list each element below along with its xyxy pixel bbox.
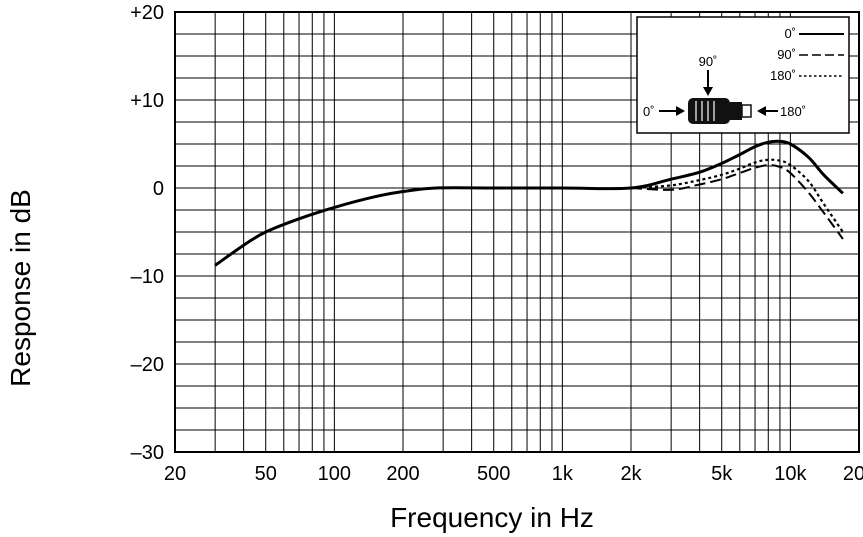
x-tick-label: 10k: [774, 463, 807, 485]
legend: 0˚ 90˚ 180˚ 90˚ 0˚ 180˚: [636, 16, 850, 134]
legend-box: [636, 16, 850, 134]
x-tick-label: 500: [477, 463, 510, 485]
y-tick-label: 0: [153, 178, 164, 200]
x-tick-label: 50: [255, 463, 277, 485]
y-tick-labels: +20 +10 0 –10 –20 –30: [130, 2, 164, 464]
legend-label-180: 180˚: [770, 68, 796, 83]
diagram-label-180: 180˚: [780, 104, 806, 119]
y-tick-label: –30: [131, 442, 164, 464]
x-tick-labels: 20 50 100 200 500 1k 2k 5k 10k 20k: [164, 463, 863, 485]
y-tick-label: +10: [130, 90, 164, 112]
y-tick-label: +20: [130, 2, 164, 24]
x-tick-label: 1k: [552, 463, 574, 485]
series-line-dotted: [630, 158, 844, 233]
x-tick-label: 100: [318, 463, 351, 485]
arrow-90-head: [703, 87, 713, 96]
y-axis-title: Response in dB: [5, 189, 36, 387]
arrow-0-head: [676, 106, 685, 116]
x-tick-label: 200: [386, 463, 419, 485]
x-axis-title: Frequency in Hz: [390, 502, 594, 533]
x-tick-label: 20k: [843, 463, 863, 485]
legend-label-0: 0˚: [784, 26, 796, 41]
arrow-180-head: [757, 106, 766, 116]
series-lines: [214, 139, 844, 267]
y-tick-label: –10: [131, 266, 164, 288]
legend-label-90: 90˚: [777, 47, 796, 62]
series-line-dashed: [630, 164, 844, 240]
diagram-label-0: 0˚: [643, 104, 655, 119]
x-tick-label: 20: [164, 463, 186, 485]
x-tick-label: 2k: [620, 463, 642, 485]
series-line-solid: [214, 139, 844, 267]
plot-frame: [174, 11, 860, 453]
x-tick-label: 5k: [711, 463, 733, 485]
microphone-icon: [688, 98, 752, 124]
diagram-label-90: 90˚: [699, 54, 718, 69]
y-tick-label: –20: [131, 354, 164, 376]
